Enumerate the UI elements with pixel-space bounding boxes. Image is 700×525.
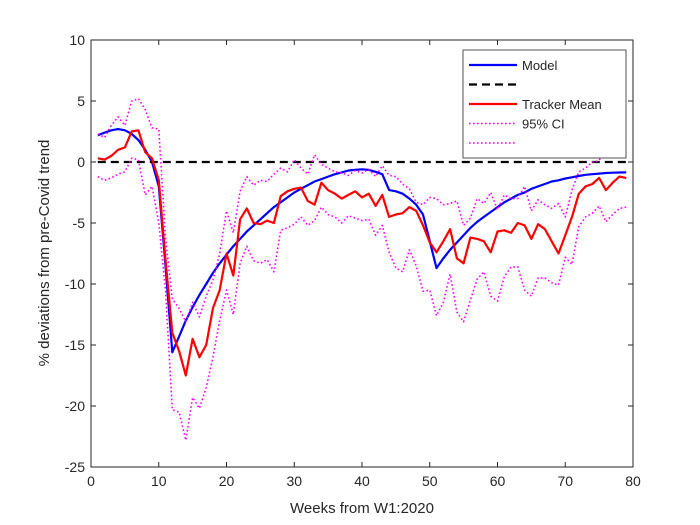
y-tick-label: -25 [65,459,85,475]
x-tick-label: 50 [422,473,438,489]
x-tick-label: 70 [557,473,573,489]
series-layer [97,97,627,442]
series-line-3 [97,129,627,377]
y-tick-label: 5 [77,93,85,109]
x-tick-label: 20 [219,473,235,489]
series-line-4 [97,97,627,323]
y-tick-label: -15 [65,337,85,353]
x-tick-label: 60 [490,473,506,489]
x-tick-label: 0 [87,473,95,489]
x-axis-label: Weeks from W1:2020 [290,500,434,517]
legend: Model Tracker Mean 95% CI [462,49,627,159]
legend-label-4: 95% CI [522,117,565,132]
legend-label-3: Tracker Mean [522,97,602,112]
y-tick-label: -10 [65,276,85,292]
axes-layer: 0 10 20 30 40 50 60 70 80 -25 -20 -15 -10 -5 0 5 10 [65,32,641,489]
legend-label-1: Model [522,58,558,73]
series-line-5 [97,157,627,442]
x-tick-label: 30 [286,473,302,489]
y-tick-label: -5 [73,215,86,231]
x-tick-label: 10 [151,473,167,489]
x-tick-label: 40 [354,473,370,489]
y-tick-label: -20 [65,398,85,414]
y-axis-label: % deviations from pre-Covid trend [36,140,53,367]
y-tick-label: 0 [77,154,85,170]
legend-items: Model Tracker Mean 95% CI [469,58,602,144]
x-tick-label: 80 [625,473,641,489]
y-tick-label: 10 [69,32,85,48]
